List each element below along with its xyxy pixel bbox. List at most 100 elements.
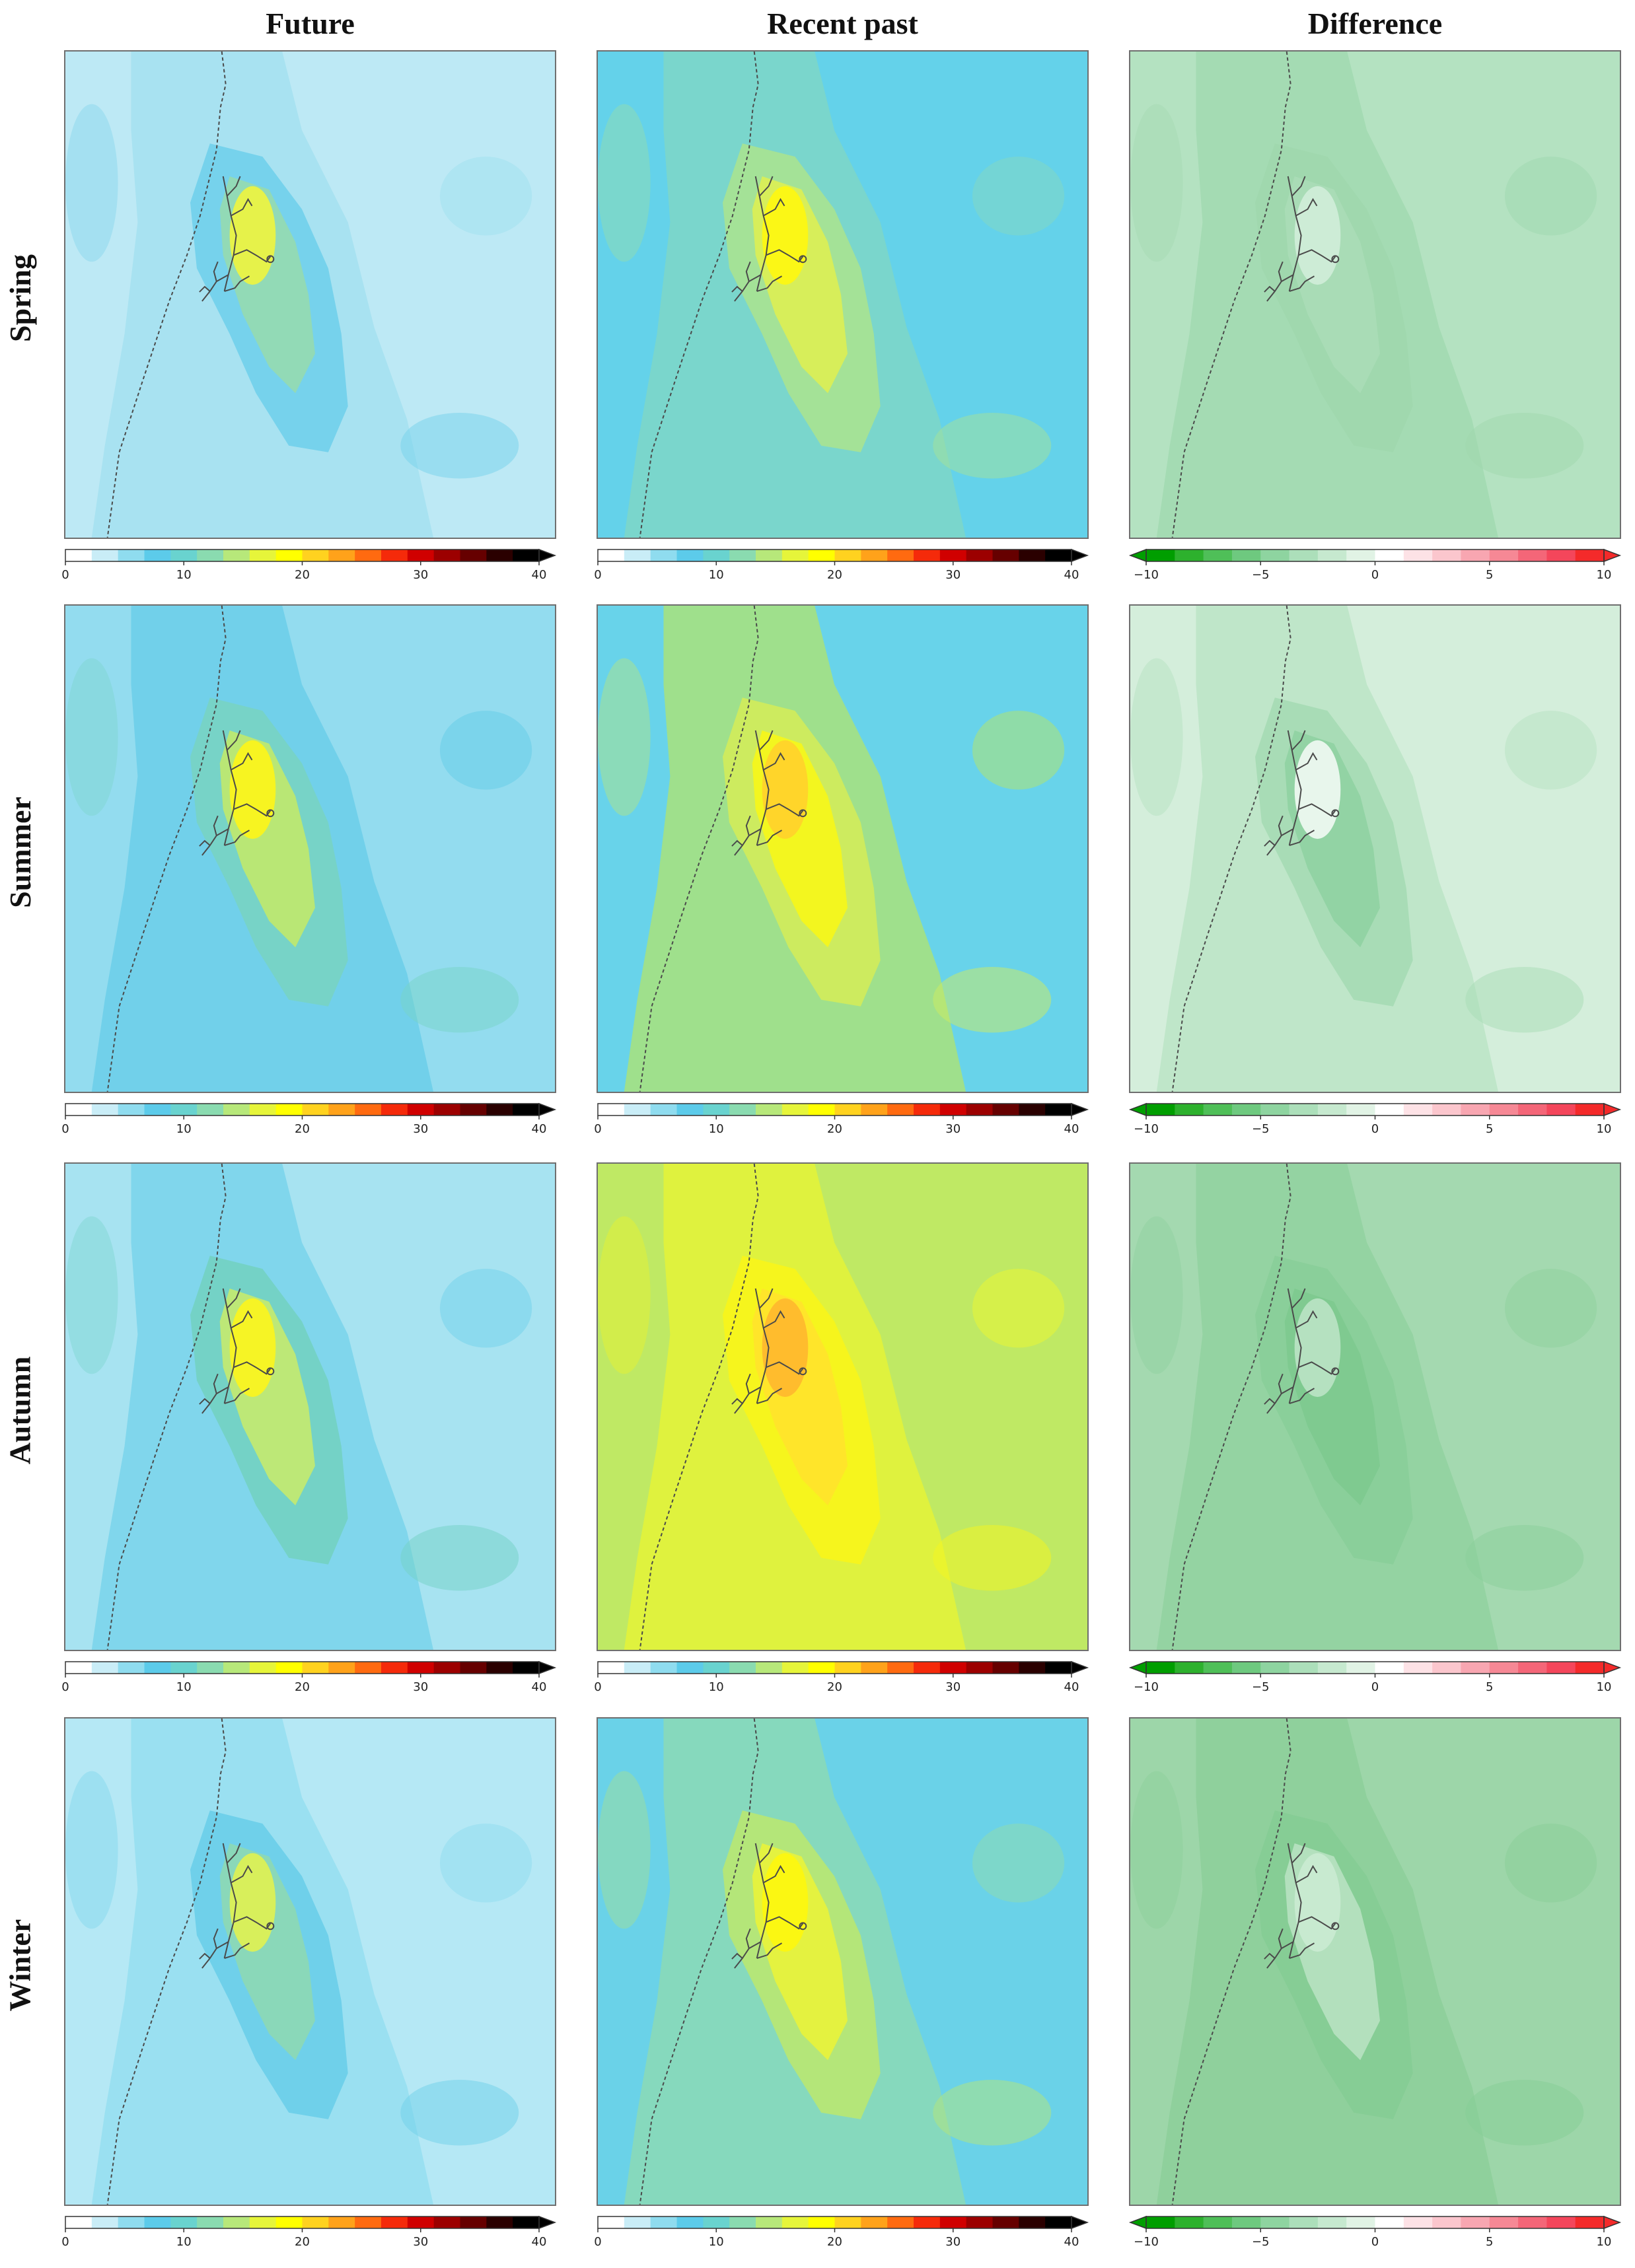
- colorbar-tick-label: 0: [61, 1680, 69, 1694]
- colorbar-segment: [144, 2216, 171, 2228]
- colorbar-segment: [460, 1662, 487, 1674]
- colorbar-segment: [650, 549, 677, 561]
- field-blob: [1504, 1824, 1597, 1903]
- colorbar-segment: [433, 2216, 460, 2228]
- colorbar-segment: [676, 549, 704, 561]
- colorbar-tick-label: 0: [594, 1680, 601, 1694]
- colorbar-extend-max-arrow: [1603, 1102, 1622, 1117]
- colorbar-segment: [887, 2216, 914, 2228]
- colorbar-extend-max-arrow: [538, 1102, 557, 1117]
- colorbar-tick-label: 30: [413, 1122, 428, 1136]
- colorbar-tick-label: 5: [1486, 1680, 1493, 1694]
- colorbar-tick-label: 20: [827, 568, 842, 582]
- colorbar-extend-min-arrow: [1128, 548, 1147, 563]
- colorbar-segment: [1432, 1104, 1461, 1116]
- colorbar-segment: [170, 1104, 198, 1116]
- field-blob: [1130, 104, 1183, 262]
- colorbar-segment: [275, 1662, 303, 1674]
- colorbar-segment: [223, 1662, 250, 1674]
- coastline-outline: [106, 1164, 275, 1650]
- colorbar-tick-label: 20: [827, 1122, 842, 1136]
- colorbar-extend-max-arrow: [1603, 548, 1622, 563]
- colorbar-segment: [197, 549, 224, 561]
- colorbar-tick-label: 30: [945, 1680, 961, 1694]
- colorbar-segment: [1175, 1104, 1204, 1116]
- map-panel-winter-future: [64, 1717, 556, 2206]
- colorbar-tick-label: 0: [1371, 1122, 1379, 1136]
- colorbar-segment: [1146, 1662, 1175, 1674]
- colorbar-segment: [144, 1662, 171, 1674]
- map-panel-summer-difference: [1129, 604, 1621, 1093]
- colorbar-segment: [1260, 1104, 1290, 1116]
- colorbar-segment: [703, 2216, 730, 2228]
- coastline-outline: [1171, 606, 1340, 1092]
- colorbar-summer-future: 0 10 20 30 40: [61, 1101, 557, 1149]
- colorbar-tick-label: 5: [1486, 568, 1493, 582]
- colorbar-segment: [781, 549, 809, 561]
- border-line: [1171, 1164, 1291, 1650]
- colorbar-segment: [513, 1104, 540, 1116]
- colorbar-segment: [1461, 2216, 1490, 2228]
- colorbar-segment: [433, 1662, 460, 1674]
- field-blob: [1504, 711, 1597, 790]
- colorbar-segment: [729, 1104, 756, 1116]
- colorbar-segment: [1346, 2216, 1375, 2228]
- colorbar-segment: [1346, 549, 1375, 561]
- colorbar-segment: [302, 1104, 329, 1116]
- colorbar-tick-label: 0: [1371, 568, 1379, 582]
- colorbar-segment: [729, 2216, 756, 2228]
- colorbar-segment: [407, 1662, 435, 1674]
- colorbar-tick-label: 10: [709, 1680, 724, 1694]
- colorbar-segment: [1231, 2216, 1261, 2228]
- colorbar-tick-label: −5: [1252, 2235, 1270, 2249]
- field-blob: [439, 1269, 532, 1348]
- colorbar-segment: [1203, 549, 1233, 561]
- colorbar-segment: [966, 1104, 993, 1116]
- colorbar-tick-label: 30: [945, 568, 961, 582]
- colorbar-segment: [861, 549, 888, 561]
- colorbar-segment: [223, 1104, 250, 1116]
- column-header-difference: Difference: [1307, 7, 1443, 40]
- coastline-outline: [1171, 52, 1340, 538]
- field-blob: [598, 1216, 651, 1374]
- field-blob: [598, 1771, 651, 1929]
- colorbar-extend-max-arrow: [1071, 1102, 1089, 1117]
- colorbar-tick-label: 10: [176, 2235, 192, 2249]
- colorbar-winter-recent-past: 0 10 20 30 40: [594, 2214, 1089, 2261]
- colorbar-tick-label: 40: [532, 1680, 547, 1694]
- colorbar-segment: [1317, 1104, 1347, 1116]
- colorbar-segment: [676, 2216, 704, 2228]
- field-blob: [1504, 157, 1597, 236]
- colorbar-segment: [1489, 2216, 1519, 2228]
- colorbar-segment: [992, 1104, 1019, 1116]
- colorbar-tick-label: 30: [945, 2235, 961, 2249]
- colorbar-segment: [992, 1662, 1019, 1674]
- colorbar-segment: [756, 1104, 783, 1116]
- colorbar-segment: [1045, 1662, 1072, 1674]
- colorbar-segment: [118, 2216, 145, 2228]
- field-blob: [439, 1824, 532, 1903]
- colorbar-segment: [170, 1662, 198, 1674]
- colorbar-tick-label: 40: [1064, 1122, 1079, 1136]
- colorbar-segment: [460, 549, 487, 561]
- field-blob: [1130, 658, 1183, 816]
- colorbar-segment: [1461, 549, 1490, 561]
- border-line: [106, 1719, 227, 2205]
- colorbar-tick-label: 10: [1597, 1122, 1612, 1136]
- colorbar-tick-label: −10: [1134, 568, 1159, 582]
- border-line: [639, 1719, 759, 2205]
- colorbar-spring-difference: −10 −5 0 5 10: [1128, 547, 1622, 594]
- colorbar-segment: [486, 549, 513, 561]
- colorbar-segment: [598, 1104, 625, 1116]
- colorbar-tick-label: 40: [1064, 568, 1079, 582]
- colorbar-segment: [914, 1104, 941, 1116]
- colorbar-segment: [1432, 2216, 1461, 2228]
- colorbar-segment: [914, 1662, 941, 1674]
- colorbar-extend-max-arrow: [1071, 548, 1089, 563]
- colorbar-segment: [1175, 2216, 1204, 2228]
- colorbar-tick-label: −5: [1252, 1680, 1270, 1694]
- colorbar-tick-label: 20: [295, 1680, 310, 1694]
- colorbar-segment: [992, 2216, 1019, 2228]
- colorbar-segment: [1045, 2216, 1072, 2228]
- colorbar-winter-difference: −10 −5 0 5 10: [1128, 2214, 1622, 2261]
